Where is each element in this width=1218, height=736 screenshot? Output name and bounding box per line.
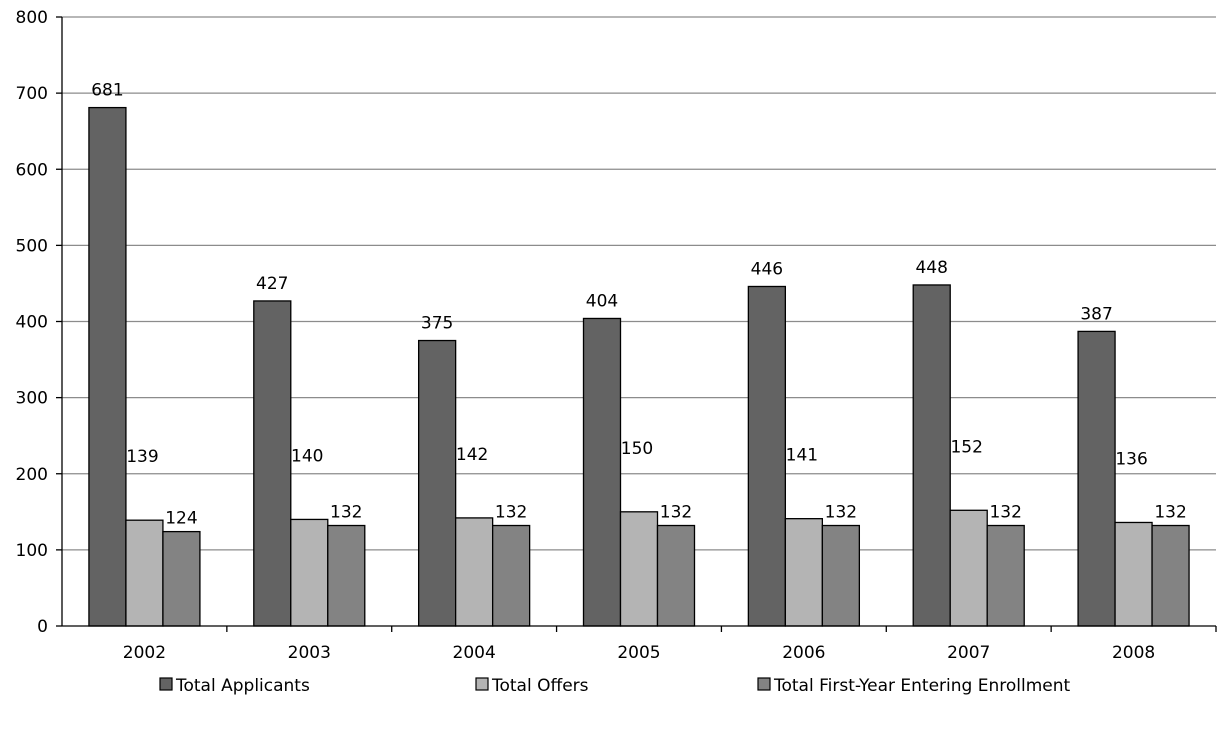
bar: [125, 519, 164, 627]
data-label: 132: [989, 503, 1021, 523]
data-label: 404: [586, 291, 618, 311]
y-tick-label: 400: [16, 313, 48, 333]
bar: [1114, 521, 1153, 627]
legend-label: Total First-Year Entering Enrollment: [773, 676, 1070, 696]
bar: [327, 524, 366, 627]
data-label: 140: [291, 446, 323, 466]
data-label: 375: [421, 314, 453, 334]
bar: [784, 518, 824, 627]
legend: Total Applicants Total Offers Total First-…: [159, 676, 1070, 696]
y-tick-label: 200: [16, 465, 48, 485]
bar: [253, 300, 292, 627]
data-label: 132: [825, 503, 857, 523]
bar: [912, 284, 951, 627]
data-label: 142: [456, 445, 488, 465]
gridlines: [62, 16, 1216, 551]
data-label: 132: [660, 503, 692, 523]
data-label: 387: [1080, 304, 1112, 324]
bar: [1151, 524, 1190, 627]
data-label: 150: [621, 439, 653, 459]
data-label: 136: [1115, 449, 1147, 469]
legend-swatch: [159, 677, 173, 691]
data-label: 446: [751, 259, 783, 279]
x-tick-label: 2006: [782, 643, 825, 663]
y-tick-label: 800: [16, 8, 48, 28]
bar: [619, 511, 659, 627]
data-label: 132: [1154, 503, 1186, 523]
bar: [821, 524, 861, 627]
data-label: 124: [165, 509, 197, 529]
legend-label: Total Offers: [491, 676, 589, 696]
x-tick-label: 2002: [123, 643, 166, 663]
data-label: 132: [330, 503, 362, 523]
y-tick-label: 100: [16, 541, 48, 561]
bars: [88, 106, 1190, 627]
bar: [491, 524, 531, 627]
data-label: 132: [495, 503, 527, 523]
y-tick-label: 300: [16, 389, 48, 409]
bar: [88, 106, 127, 627]
x-tick-label: 2004: [453, 643, 496, 663]
legend-swatch: [757, 677, 771, 691]
bar: [1077, 330, 1116, 627]
bar: [417, 339, 457, 627]
data-label: 448: [915, 258, 947, 278]
bar: [949, 509, 988, 627]
y-tick-label: 600: [16, 160, 48, 180]
x-tick-label: 2005: [617, 643, 660, 663]
bar: [582, 317, 622, 627]
data-label: 681: [91, 81, 123, 101]
bar: [162, 530, 201, 627]
y-tick-label: 500: [16, 236, 48, 256]
y-tick-label: 0: [37, 617, 48, 637]
data-label: 139: [126, 447, 158, 467]
data-label: 141: [786, 446, 818, 466]
legend-swatch: [475, 677, 489, 691]
bar: [986, 524, 1025, 627]
bar: [454, 517, 494, 627]
data-labels: 681 139 124 427 140 132 375 142 132 404 150 132 446 1…: [91, 81, 1187, 529]
data-label: 152: [950, 437, 982, 457]
x-tick-label: 2007: [947, 643, 990, 663]
data-label: 427: [256, 274, 288, 294]
bar: [747, 285, 787, 627]
x-tick-label: 2003: [288, 643, 331, 663]
x-tick-label: 2008: [1112, 643, 1155, 663]
bar: [656, 524, 696, 627]
axes: 0 100 200 300 400 500 600 700 800 2002 2003 2004 200…: [16, 8, 1217, 663]
legend-label: Total Applicants: [175, 676, 310, 696]
y-tick-label: 700: [16, 84, 48, 104]
bar: [290, 518, 329, 627]
